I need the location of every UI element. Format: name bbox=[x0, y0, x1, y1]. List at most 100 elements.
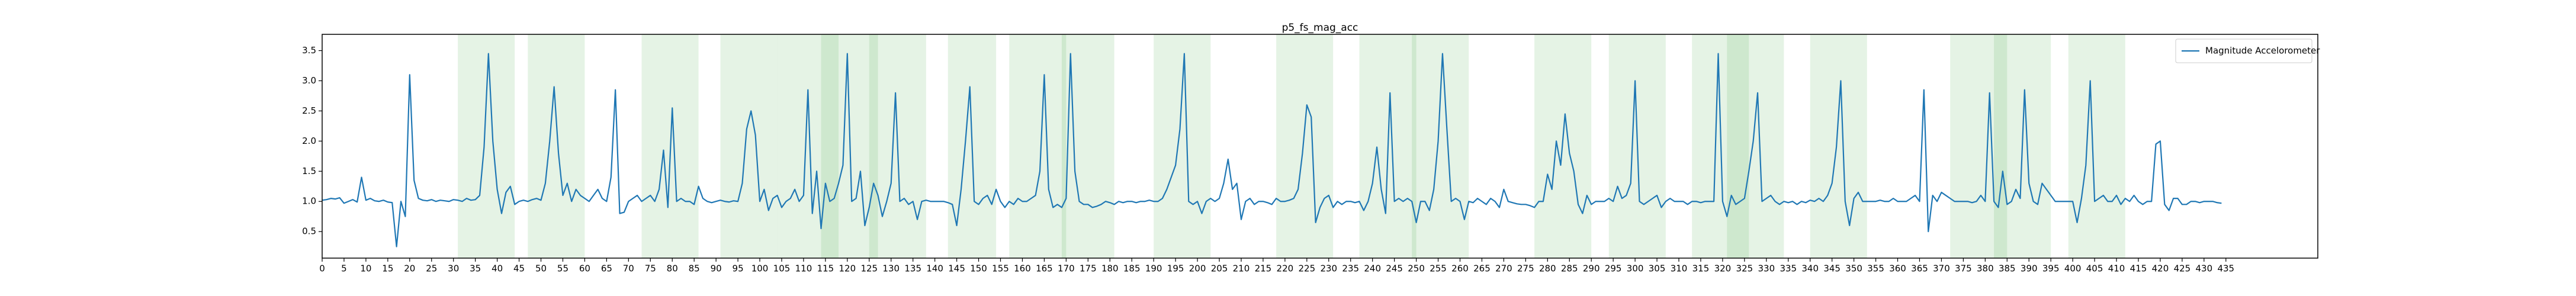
x-tick-label: 125 bbox=[860, 263, 878, 274]
y-tick-label: 3.0 bbox=[302, 75, 316, 86]
x-tick-label: 165 bbox=[1036, 263, 1053, 274]
x-tick-label: 345 bbox=[1823, 263, 1841, 274]
y-tick-label: 2.5 bbox=[302, 105, 316, 116]
x-tick-label: 75 bbox=[645, 263, 656, 274]
x-tick-label: 105 bbox=[773, 263, 791, 274]
x-tick-label: 130 bbox=[882, 263, 900, 274]
x-tick-label: 45 bbox=[513, 263, 525, 274]
x-tick-label: 245 bbox=[1386, 263, 1403, 274]
x-tick-label: 195 bbox=[1167, 263, 1184, 274]
y-tick-label: 1.5 bbox=[302, 166, 316, 176]
x-tick-label: 410 bbox=[2108, 263, 2125, 274]
shaded-span bbox=[458, 34, 515, 258]
x-tick-label: 425 bbox=[2174, 263, 2191, 274]
x-tick-label: 235 bbox=[1342, 263, 1359, 274]
x-tick-label: 335 bbox=[1780, 263, 1797, 274]
x-tick-label: 260 bbox=[1451, 263, 1469, 274]
x-tick-label: 135 bbox=[904, 263, 921, 274]
x-tick-label: 275 bbox=[1517, 263, 1534, 274]
x-tick-label: 290 bbox=[1583, 263, 1600, 274]
x-tick-label: 370 bbox=[1933, 263, 1950, 274]
y-tick-label: 2.0 bbox=[302, 136, 316, 146]
x-tick-label: 95 bbox=[733, 263, 744, 274]
x-tick-label: 215 bbox=[1255, 263, 1272, 274]
shaded-span bbox=[720, 34, 778, 258]
x-tick-label: 205 bbox=[1211, 263, 1228, 274]
x-tick-label: 65 bbox=[601, 263, 612, 274]
x-tick-label: 90 bbox=[711, 263, 722, 274]
data-line bbox=[322, 53, 2222, 247]
x-tick-label: 255 bbox=[1430, 263, 1447, 274]
x-tick-label: 315 bbox=[1692, 263, 1710, 274]
x-tick-label: 140 bbox=[926, 263, 943, 274]
x-tick-label: 70 bbox=[623, 263, 634, 274]
x-tick-label: 220 bbox=[1277, 263, 1294, 274]
x-tick-label: 15 bbox=[382, 263, 393, 274]
x-tick-label: 250 bbox=[1408, 263, 1425, 274]
shaded-span bbox=[1412, 34, 1469, 258]
chart-title: p5_fs_mag_acc bbox=[1282, 22, 1358, 34]
x-tick-label: 295 bbox=[1605, 263, 1622, 274]
x-tick-label: 110 bbox=[795, 263, 812, 274]
x-tick-label: 400 bbox=[2064, 263, 2082, 274]
x-tick-label: 420 bbox=[2152, 263, 2169, 274]
shaded-span bbox=[2068, 34, 2125, 258]
x-tick-label: 305 bbox=[1649, 263, 1666, 274]
x-tick-label: 20 bbox=[404, 263, 415, 274]
shaded-span bbox=[1009, 34, 1067, 258]
legend-label: Magnitude Accelorometer bbox=[2205, 46, 2320, 56]
x-tick-label: 435 bbox=[2217, 263, 2234, 274]
x-tick-label: 185 bbox=[1123, 263, 1141, 274]
x-tick-label: 100 bbox=[751, 263, 769, 274]
shaded-span bbox=[528, 34, 585, 258]
shaded-span bbox=[1276, 34, 1334, 258]
x-tick-label: 365 bbox=[1911, 263, 1928, 274]
y-tick-label: 0.5 bbox=[302, 226, 316, 237]
x-tick-label: 430 bbox=[2196, 263, 2213, 274]
x-tick-label: 350 bbox=[1845, 263, 1862, 274]
x-tick-label: 210 bbox=[1233, 263, 1250, 274]
x-tick-label: 25 bbox=[426, 263, 437, 274]
x-tick-label: 60 bbox=[579, 263, 590, 274]
x-tick-label: 380 bbox=[1977, 263, 1994, 274]
x-tick-label: 155 bbox=[992, 263, 1009, 274]
x-tick-label: 150 bbox=[970, 263, 987, 274]
shaded-span bbox=[1950, 34, 2008, 258]
x-tick-label: 170 bbox=[1058, 263, 1075, 274]
shaded-span bbox=[1727, 34, 1784, 258]
x-tick-label: 325 bbox=[1736, 263, 1753, 274]
x-tick-label: 265 bbox=[1473, 263, 1491, 274]
x-tick-label: 320 bbox=[1714, 263, 1732, 274]
x-tick-label: 385 bbox=[1999, 263, 2016, 274]
x-tick-label: 405 bbox=[2086, 263, 2103, 274]
x-tick-label: 120 bbox=[839, 263, 856, 274]
x-tick-label: 80 bbox=[667, 263, 678, 274]
x-tick-label: 115 bbox=[817, 263, 834, 274]
legend-box bbox=[2175, 38, 2312, 63]
x-tick-label: 280 bbox=[1539, 263, 1556, 274]
x-tick-label: 225 bbox=[1299, 263, 1316, 274]
x-tick-label: 360 bbox=[1889, 263, 1906, 274]
shaded-span bbox=[1154, 34, 1211, 258]
x-tick-label: 270 bbox=[1495, 263, 1512, 274]
x-tick-label: 375 bbox=[1955, 263, 1972, 274]
x-tick-label: 390 bbox=[2021, 263, 2038, 274]
x-tick-label: 200 bbox=[1189, 263, 1206, 274]
x-tick-label: 355 bbox=[1867, 263, 1884, 274]
x-tick-label: 310 bbox=[1671, 263, 1688, 274]
x-tick-label: 50 bbox=[535, 263, 547, 274]
x-tick-label: 300 bbox=[1627, 263, 1644, 274]
x-tick-label: 180 bbox=[1101, 263, 1119, 274]
x-tick-label: 40 bbox=[492, 263, 503, 274]
x-tick-label: 285 bbox=[1561, 263, 1578, 274]
x-tick-label: 340 bbox=[1801, 263, 1819, 274]
x-tick-label: 395 bbox=[2042, 263, 2060, 274]
x-tick-label: 230 bbox=[1320, 263, 1337, 274]
plot-frame bbox=[322, 34, 2318, 259]
x-tick-label: 160 bbox=[1014, 263, 1031, 274]
y-tick-label: 3.5 bbox=[302, 45, 316, 56]
shaded-span bbox=[777, 34, 839, 258]
x-tick-label: 415 bbox=[2130, 263, 2147, 274]
x-tick-label: 240 bbox=[1364, 263, 1381, 274]
